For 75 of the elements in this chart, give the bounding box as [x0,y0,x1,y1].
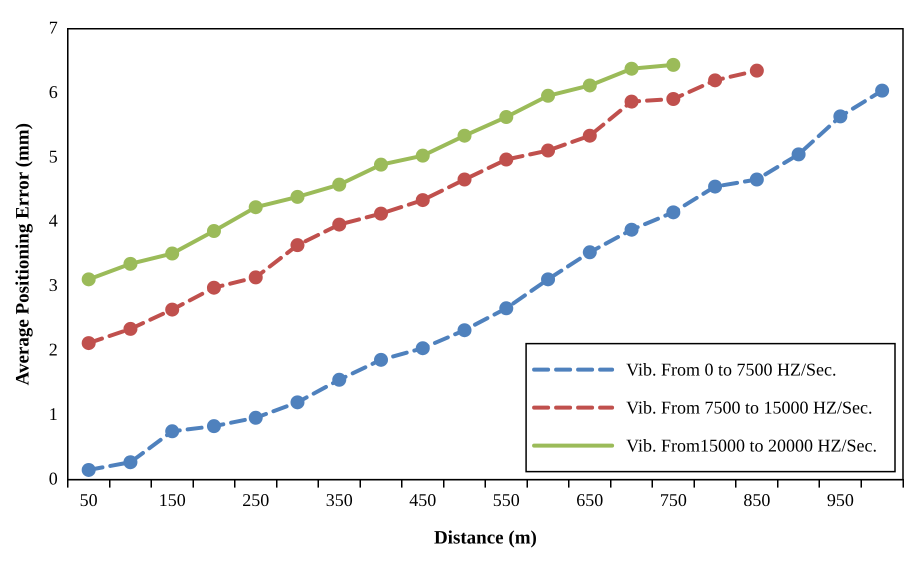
point [416,341,430,356]
point [290,395,304,410]
y-tick-label: 2 [48,340,58,360]
point [82,462,96,477]
point [165,302,180,317]
point [582,128,597,143]
point [541,272,556,286]
x-tick-label: 850 [743,490,770,510]
legend-label: Vib. From 7500 to 15000 HZ/Sec. [626,397,873,418]
point [582,78,597,92]
y-tick-label: 6 [48,82,58,102]
point [290,190,304,204]
y-tick-label: 3 [48,275,58,296]
y-tick-label: 4 [48,210,58,231]
point [458,323,472,338]
point [123,322,138,336]
point [374,206,388,221]
point [248,410,263,425]
point [708,73,722,88]
x-tick-label: 550 [492,490,520,510]
point [165,424,180,438]
x-tick-label: 750 [660,490,687,510]
point [750,64,764,78]
point [666,205,680,220]
point [458,172,472,186]
point [332,218,346,232]
point [206,280,221,295]
point [708,180,722,194]
point [750,172,764,186]
x-tick-label: 650 [576,490,604,510]
point [82,336,96,350]
point [374,352,388,367]
point [248,270,263,284]
point [374,158,388,172]
point [582,245,597,260]
x-tick-label: 50 [80,490,98,510]
point [499,110,514,124]
x-tick-label: 150 [158,490,186,510]
point [499,301,514,316]
point [290,238,304,252]
point [666,92,680,106]
x-tick-label: 950 [826,490,854,510]
y-tick-label: 0 [48,468,58,488]
point [875,84,890,98]
y-axis-title: Average Positioning Error (mm) [12,123,34,386]
point [624,94,639,109]
point [123,256,138,271]
point [499,152,514,167]
point [332,178,346,192]
point [541,88,556,103]
x-tick-label: 350 [326,490,353,510]
point [666,58,680,72]
x-axis-title: Distance (m) [434,528,537,549]
point [416,193,430,208]
point [248,200,263,214]
legend-label: Vib. From 0 to 7500 HZ/Sec. [626,359,837,380]
point [332,372,346,387]
point [624,222,639,237]
point [624,62,639,76]
x-tick-label: 450 [409,490,436,510]
point [541,144,556,158]
point [416,148,430,163]
x-tick-label: 250 [242,490,270,510]
point [792,147,806,162]
point [165,246,180,261]
point [82,272,96,286]
point [458,128,472,143]
point [833,109,848,124]
point [123,455,138,470]
y-tick-label: 7 [48,18,58,38]
y-tick-label: 5 [48,146,58,166]
point [206,419,221,434]
y-tick-label: 1 [48,404,58,424]
point [206,224,221,238]
legend-label: Vib. From15000 to 20000 HZ/Sec. [626,435,878,456]
